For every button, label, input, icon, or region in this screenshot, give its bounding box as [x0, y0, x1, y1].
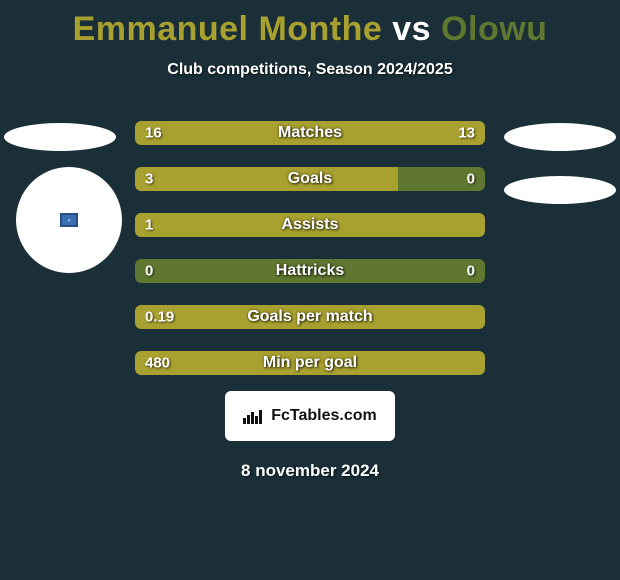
bar-value-right: 13	[458, 125, 475, 142]
source-badge: FcTables.com	[225, 391, 395, 441]
bars-icon	[243, 408, 265, 424]
bar-label: Hattricks	[276, 262, 344, 280]
bar-value-left: 3	[145, 171, 153, 188]
bar-value-left: 480	[145, 355, 170, 372]
stat-row-goals-per-match: 0.19 Goals per match	[135, 305, 485, 329]
stat-row-min-per-goal: 480 Min per goal	[135, 351, 485, 375]
stat-row-hattricks: 0 0 Hattricks	[135, 259, 485, 283]
bar-fill-left	[135, 167, 398, 191]
avatar-inner-icon: ◦	[60, 213, 78, 227]
bar-label: Goals	[288, 170, 332, 188]
avatar-glyph-icon: ◦	[67, 216, 70, 225]
stat-row-goals: 3 0 Goals	[135, 167, 485, 191]
bar-value-left: 0.19	[145, 309, 174, 326]
decor-ellipse-left-1	[4, 123, 116, 151]
bar-value-left: 1	[145, 217, 153, 234]
stat-row-assists: 1 Assists	[135, 213, 485, 237]
bar-label: Assists	[282, 216, 339, 234]
subtitle: Club competitions, Season 2024/2025	[0, 61, 620, 79]
title-player1: Emmanuel Monthe	[73, 10, 383, 48]
bar-value-left: 0	[145, 263, 153, 280]
title-player2: Olowu	[441, 10, 547, 48]
title-vs: vs	[392, 10, 431, 48]
stat-bars-container: 16 13 Matches 3 0 Goals 1 Assists 0 0 Hattricks 0.1…	[135, 121, 485, 375]
bar-value-right: 0	[467, 171, 475, 188]
date-line: 8 november 2024	[0, 461, 620, 481]
badge-text: FcTables.com	[271, 407, 377, 425]
bar-label: Min per goal	[263, 354, 357, 372]
bar-label: Matches	[278, 124, 342, 142]
bar-value-right: 0	[467, 263, 475, 280]
bar-value-left: 16	[145, 125, 162, 142]
decor-ellipse-right-1	[504, 123, 616, 151]
stat-row-matches: 16 13 Matches	[135, 121, 485, 145]
bar-label: Goals per match	[247, 308, 372, 326]
page-title: Emmanuel Monthe vs Olowu	[0, 0, 620, 49]
decor-ellipse-right-2	[504, 176, 616, 204]
player-avatar-placeholder: ◦	[16, 167, 122, 273]
